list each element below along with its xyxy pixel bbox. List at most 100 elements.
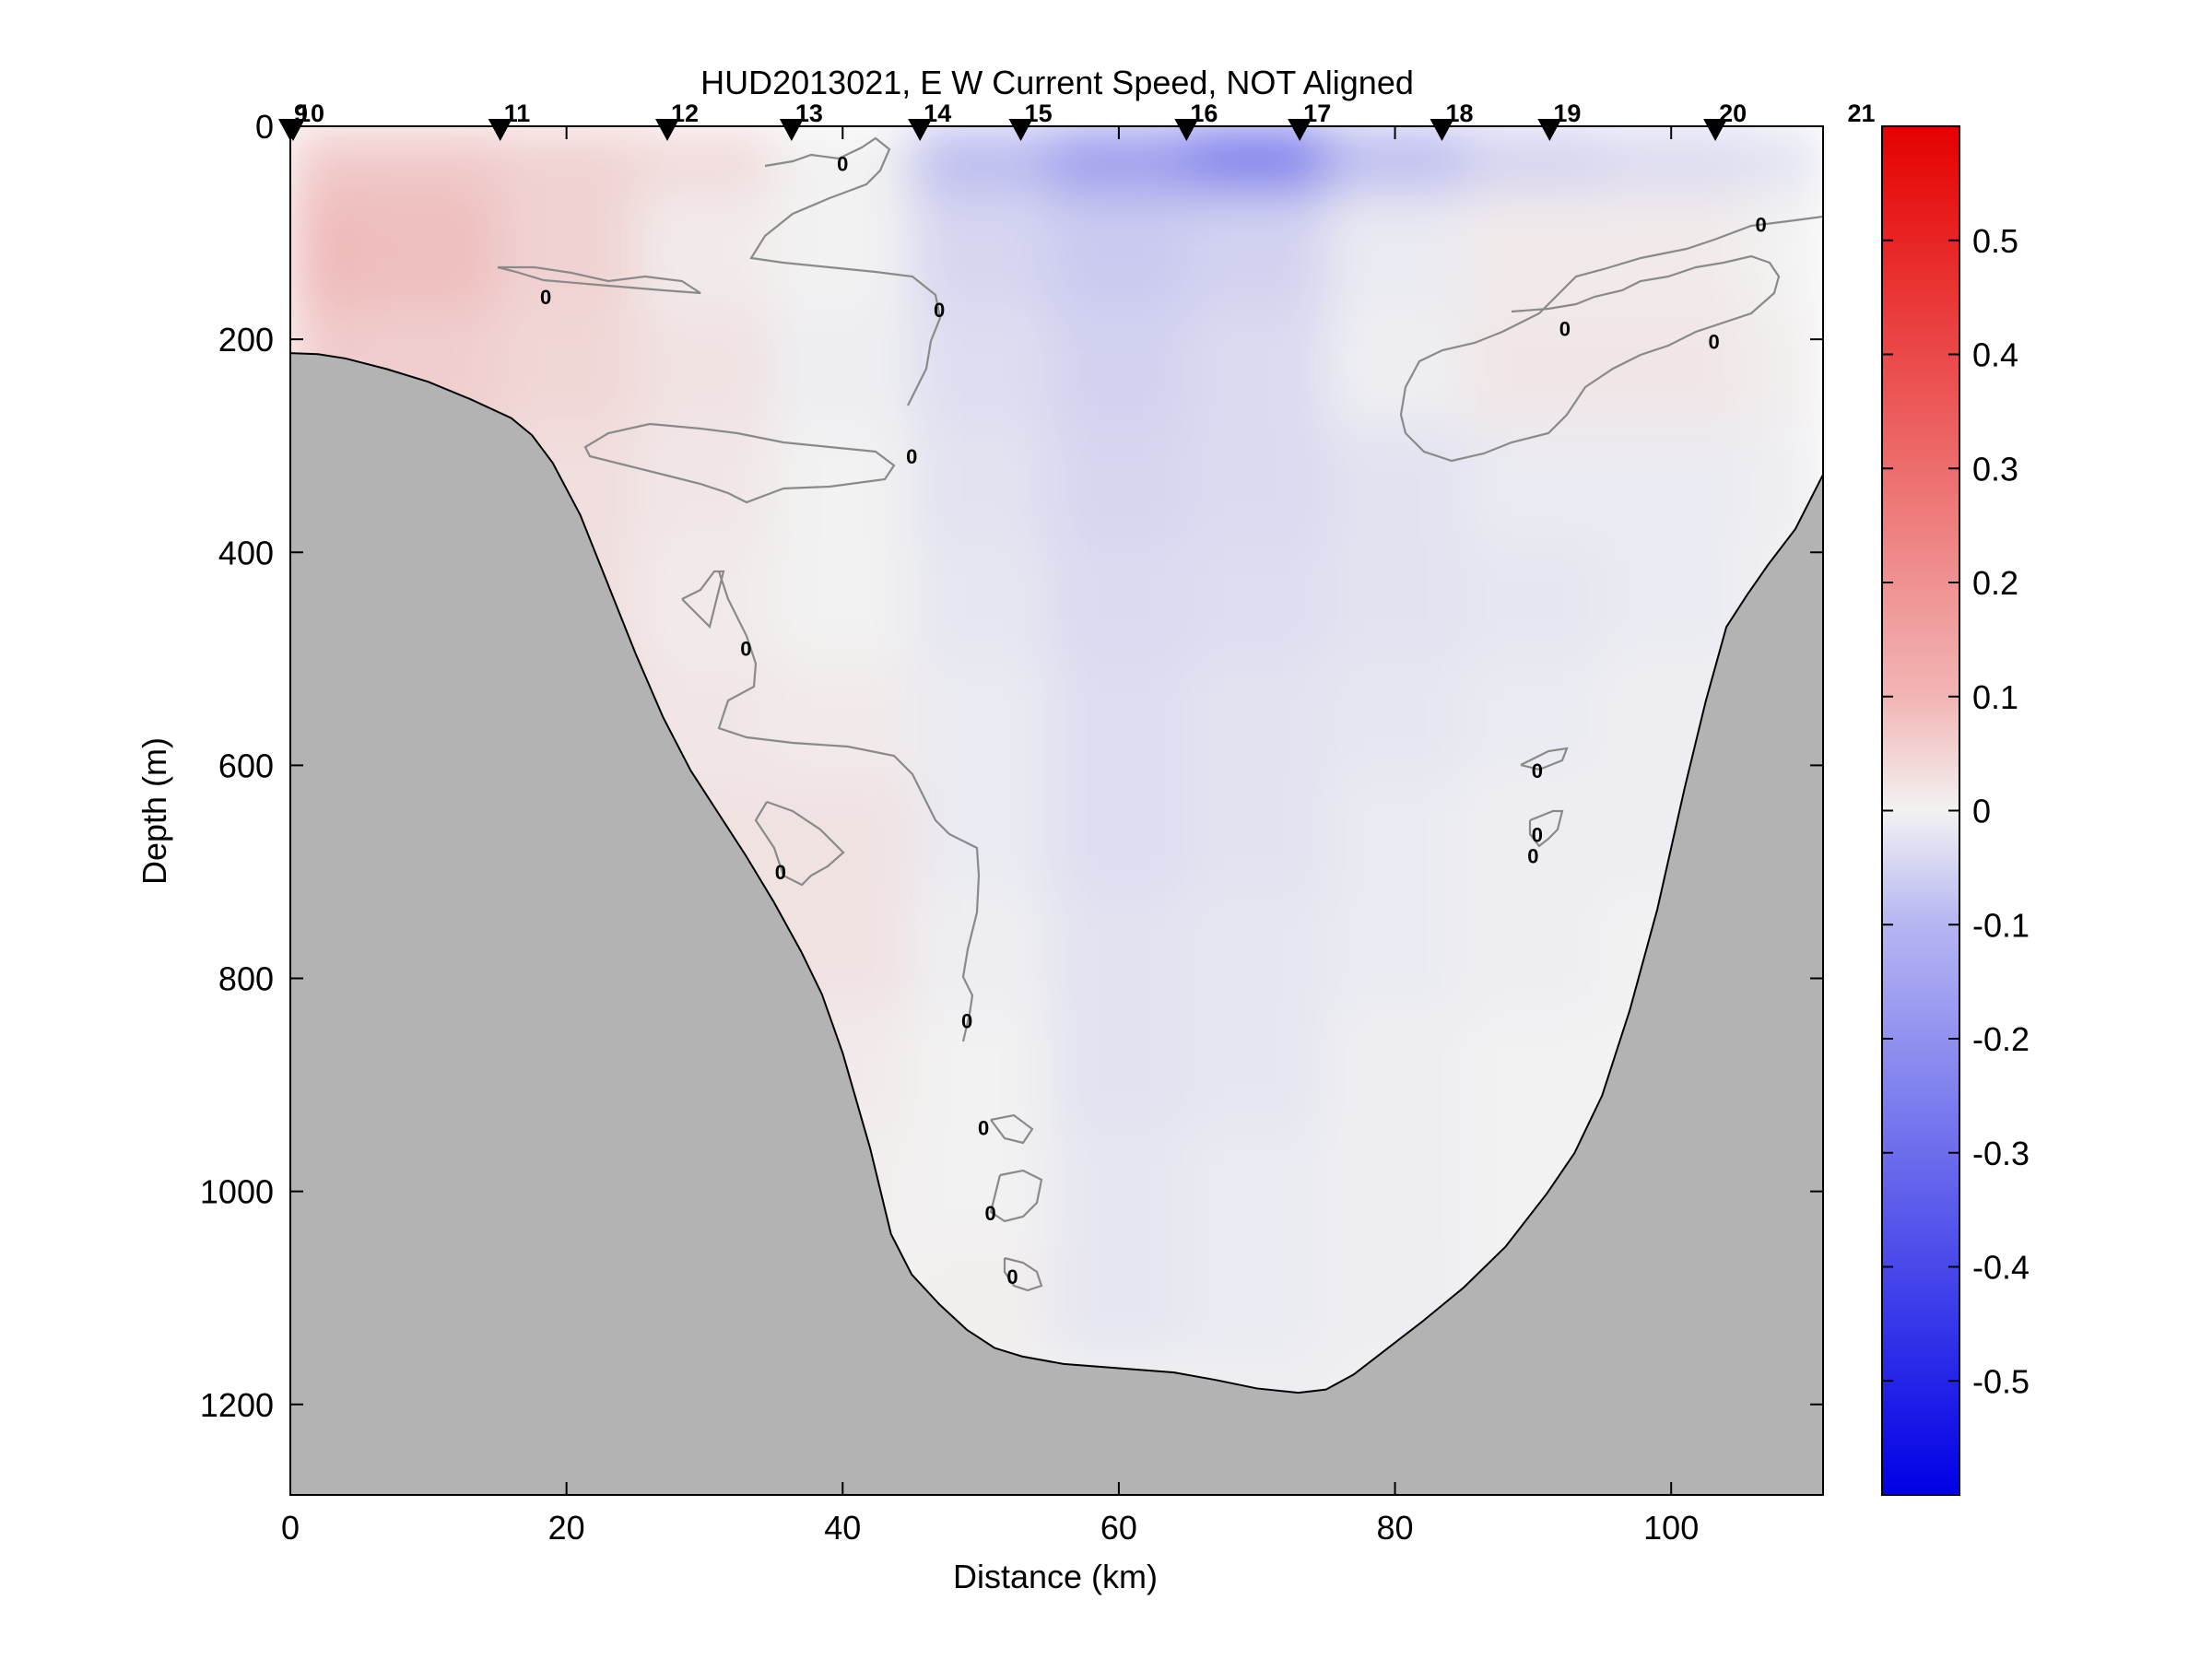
velocity-cell [1602,307,1747,425]
velocity-cell [1050,307,1188,425]
velocity-cell [1747,307,1823,425]
velocity-cell [290,126,359,191]
station-marker [1008,119,1033,141]
velocity-cell [1464,775,1603,894]
velocity-cell [773,541,912,659]
colorbar-tick-label: 0.3 [1972,450,2018,488]
station-label: 17 [1303,100,1331,127]
velocity-cell [912,1127,1051,1245]
velocity-cell [1187,775,1326,894]
colorbar-tick-label: -0.1 [1972,906,2030,944]
bathymetry-seafloor [290,352,1823,1495]
x-tick-label: 20 [548,1509,585,1547]
y-tick-label: 1200 [200,1386,274,1424]
velocity-cell [1050,1244,1188,1362]
station-label: 18 [1445,100,1473,127]
zero-contour-east-surface [1399,215,1823,463]
colorbar-tick-label: 0.5 [1972,222,2018,260]
velocity-cell [912,541,1051,659]
colorbar [1881,125,1960,1496]
colorbar-ticks: 0.5 0.4 0.3 0.2 0.1 0 -0.1 -0.2 -0.3 -0.4 -0.5 [1882,222,2030,1400]
y-tick-label: 400 [218,534,274,571]
colorbar-tick-label: 0 [1972,793,1991,830]
velocity-cell [912,893,1051,1011]
contour-label: 0 [1709,330,1720,353]
x-tick-label: 100 [1643,1509,1699,1547]
velocity-cell [1187,424,1326,542]
contour-label: 0 [1559,318,1571,341]
contour-label: 0 [978,1116,989,1139]
velocity-cell [1187,126,1326,191]
velocity-cell [1325,424,1465,542]
velocity-cell [912,1010,1051,1128]
x-tick-label: 80 [1377,1509,1414,1547]
contour-label: 0 [837,152,848,175]
contour-label: 0 [961,1010,972,1033]
station-marker [280,119,305,141]
velocity-cell [1187,307,1326,425]
velocity-cell [1464,658,1603,776]
colorbar-tick-label: -0.3 [1972,1135,2030,1172]
colorbar-tick-label: 0.4 [1972,336,2018,374]
contour-label: 0 [1755,213,1766,236]
contour-label: 0 [1532,824,1543,847]
zero-contour-mid-west [681,570,981,1042]
x-axis: 0 20 40 60 80 100 [281,126,1699,1547]
velocity-cell [359,126,498,191]
y-tick-label: 200 [218,321,274,359]
station-label: 19 [1553,100,1581,127]
velocity-cell [1050,1010,1188,1128]
station-label: 20 [1719,100,1747,127]
velocity-cell [635,541,774,659]
contour-label: 0 [1006,1265,1018,1288]
velocity-cell [1464,126,1603,191]
velocity-cell [1050,541,1188,659]
zero-contour-blob-deep-1 [990,1113,1034,1145]
velocity-cell [1602,126,1747,191]
y-tick-label: 1000 [200,1173,274,1211]
station-marker [779,119,804,141]
velocity-cell [1325,893,1465,1011]
velocity-cell [1464,307,1603,425]
contour-label: 0 [740,637,751,660]
station-label: 10 [297,100,324,127]
station-label: 11 [504,100,531,127]
velocity-cell [1464,424,1603,542]
colorbar-tick-label: -0.2 [1972,1020,2030,1058]
colorbar-tick-label: 0.1 [1972,678,2018,716]
station-marker [655,119,680,141]
velocity-cell [1050,424,1188,542]
colorbar-tick-label: 0.2 [1972,564,2018,602]
plot-frame [289,125,1824,1496]
velocity-cell [1464,893,1603,1011]
y-tick-label: 800 [218,960,274,998]
zero-contour-slope-west [497,265,701,295]
station-label: 16 [1190,100,1218,127]
station-marker [1174,119,1199,141]
velocity-cell [1464,541,1603,659]
velocity-cell [773,775,912,894]
station-marker [1537,119,1562,141]
x-tick-label: 0 [281,1509,300,1547]
velocity-cell [1187,1127,1326,1245]
zero-contours [497,136,1823,1292]
velocity-cell [1325,1010,1465,1128]
velocity-cell [635,126,774,191]
velocity-cell [1187,893,1326,1011]
station-label: 21 [1847,100,1875,127]
velocity-cell [1325,658,1465,776]
zero-contour-east-deep [1520,747,1569,848]
velocity-cell [912,424,1051,542]
velocity-cell [635,424,774,542]
station-label: 14 [924,100,951,127]
station-marker [488,119,512,141]
contour-label: 0 [775,861,786,884]
velocity-cell [1747,126,1823,191]
colorbar-tick-label: -0.4 [1972,1249,2030,1287]
station-markers: 910 11 12 13 14 15 16 17 18 19 20 21 [278,100,1876,141]
y-tick-label: 0 [255,108,274,146]
x-tick-label: 40 [824,1509,861,1547]
station-marker [908,119,933,141]
